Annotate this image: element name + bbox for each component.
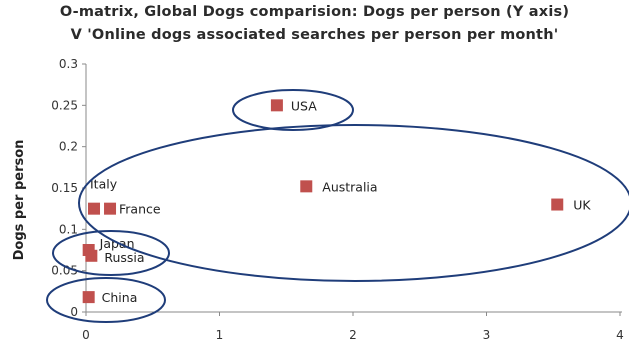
x-tick-label: 0 [82,328,90,342]
chart-title-line-1: O-matrix, Global Dogs comparision: Dogs … [59,4,570,20]
data-point-france [104,202,117,215]
x-tick-label: 1 [216,328,224,342]
data-point-uk [551,198,564,211]
data-label-russia: Russia [104,250,144,265]
chart-title-line-2: V 'Online dogs associated searches per p… [70,27,559,43]
data-label-china: China [102,290,138,305]
ellipse-usa [232,89,354,131]
y-tick-label: 0 [70,305,78,319]
ellipse-middle-group [78,124,629,282]
data-label-uk: UK [573,198,591,213]
y-tick-label: 0.1 [59,222,78,236]
y-tick-label: 0.3 [59,57,78,71]
ellipse-japan-russia [52,230,170,276]
ellipse-china [46,277,166,323]
data-point-russia [85,249,98,262]
y-tick-label: 0.2 [59,140,78,154]
y-tick-label: 0.15 [51,181,78,195]
y-axis-label: Dogs per person [12,140,27,261]
data-point-usa [270,99,283,112]
y-tick-label: 0.05 [51,264,78,278]
data-label-italy: Italy [90,177,118,192]
x-tick-label: 4 [616,328,624,342]
data-point-china [82,291,95,304]
x-tick-label: 2 [349,328,357,342]
y-tick-label: 0.25 [51,98,78,112]
data-label-france: France [119,202,161,217]
data-point-italy [88,202,101,215]
data-label-australia: Australia [322,179,377,194]
x-tick-label: 3 [483,328,491,342]
data-point-australia [300,180,313,193]
data-label-usa: USA [291,98,317,113]
